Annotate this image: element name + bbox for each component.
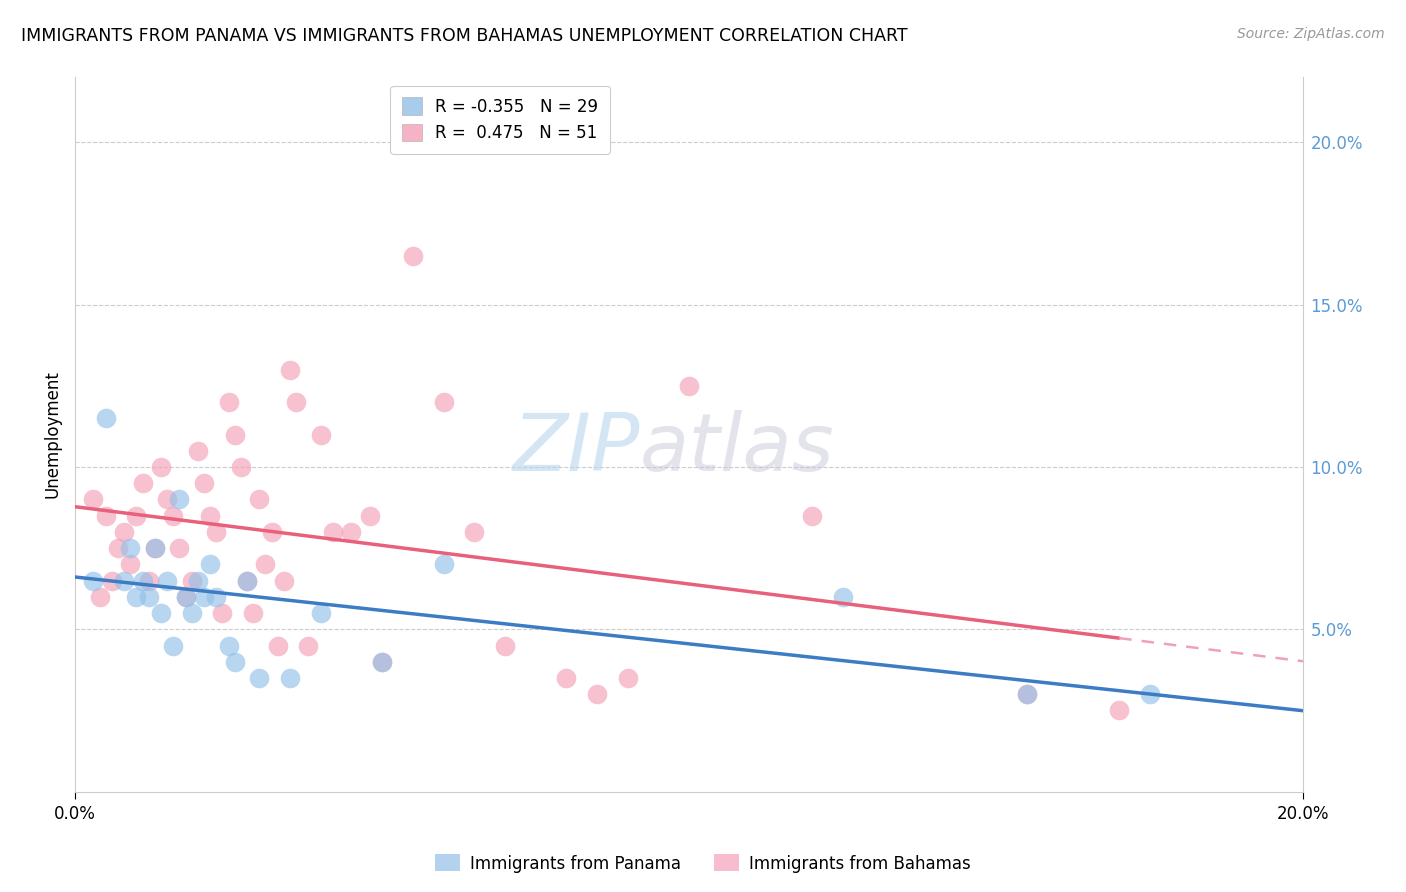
Point [1108,703,1130,717]
Point [193,476,215,491]
Point [205,590,228,604]
Point [101,574,124,588]
Y-axis label: Unemployment: Unemployment [44,370,60,499]
Point [162,508,184,523]
Point [260,524,283,539]
Point [169,541,191,555]
Point [267,639,290,653]
Point [198,558,221,572]
Point [831,590,853,604]
Point [218,395,240,409]
Point [82,492,104,507]
Point [156,574,179,588]
Point [617,671,640,685]
Point [236,574,259,588]
Legend: Immigrants from Panama, Immigrants from Bahamas: Immigrants from Panama, Immigrants from … [429,847,977,880]
Point [309,427,332,442]
Point [586,687,609,701]
Point [247,671,270,685]
Point [120,558,142,572]
Point [359,508,381,523]
Point [138,590,160,604]
Point [801,508,824,523]
Legend: R = -0.355   N = 29, R =  0.475   N = 51: R = -0.355 N = 29, R = 0.475 N = 51 [391,86,610,153]
Point [278,362,301,376]
Point [285,395,308,409]
Point [156,492,179,507]
Point [82,574,104,588]
Point [198,508,221,523]
Point [224,427,246,442]
Text: Source: ZipAtlas.com: Source: ZipAtlas.com [1237,27,1385,41]
Text: atlas: atlas [640,409,835,488]
Point [131,476,153,491]
Point [193,590,215,604]
Point [229,460,252,475]
Point [89,590,111,604]
Point [432,395,454,409]
Point [174,590,197,604]
Point [402,249,425,263]
Point [125,508,148,523]
Point [180,574,202,588]
Point [494,639,516,653]
Point [138,574,160,588]
Point [174,590,197,604]
Point [432,558,454,572]
Point [254,558,277,572]
Point [371,655,394,669]
Point [131,574,153,588]
Text: IMMIGRANTS FROM PANAMA VS IMMIGRANTS FROM BAHAMAS UNEMPLOYMENT CORRELATION CHART: IMMIGRANTS FROM PANAMA VS IMMIGRANTS FRO… [21,27,908,45]
Point [180,606,202,620]
Point [150,460,173,475]
Point [143,541,166,555]
Point [322,524,344,539]
Point [187,574,209,588]
Point [187,443,209,458]
Point [94,411,117,425]
Point [112,574,135,588]
Point [169,492,191,507]
Point [150,606,173,620]
Point [297,639,319,653]
Point [278,671,301,685]
Point [1139,687,1161,701]
Point [463,524,485,539]
Point [1015,687,1038,701]
Point [125,590,148,604]
Point [107,541,129,555]
Point [247,492,270,507]
Text: ZIP: ZIP [513,409,640,488]
Point [309,606,332,620]
Point [555,671,578,685]
Point [1015,687,1038,701]
Point [236,574,259,588]
Point [371,655,394,669]
Point [112,524,135,539]
Point [120,541,142,555]
Point [94,508,117,523]
Point [224,655,246,669]
Point [273,574,295,588]
Point [211,606,233,620]
Point [340,524,363,539]
Point [162,639,184,653]
Point [205,524,228,539]
Point [242,606,264,620]
Point [678,379,700,393]
Point [218,639,240,653]
Point [143,541,166,555]
